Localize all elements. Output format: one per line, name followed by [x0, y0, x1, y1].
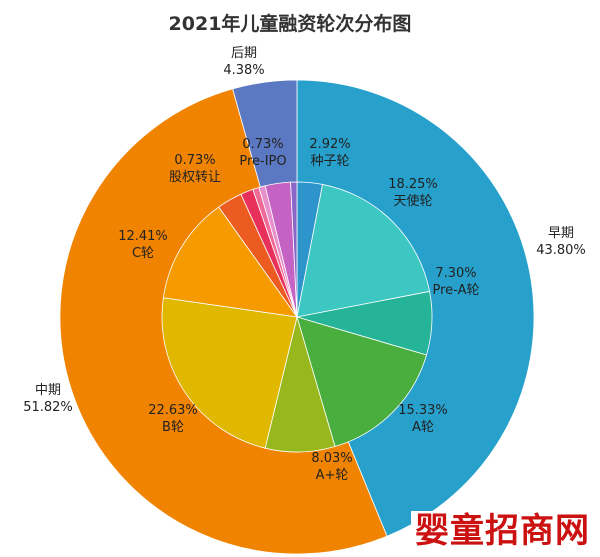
inner-slice-12 — [290, 181, 298, 318]
inner-label-5: 22.63% B轮 — [148, 403, 198, 435]
chart-title: 2021年儿童融资轮次分布图 — [169, 12, 412, 35]
outer-label-1: 中期 51.82% — [23, 383, 73, 415]
inner-label-4: 8.03% A+轮 — [311, 451, 352, 483]
inner-label-0: 2.92%种子轮 — [309, 137, 350, 169]
watermark-logo: 婴童招商网 — [411, 511, 594, 551]
outer-label-2: 后期 4.38% — [223, 46, 264, 78]
data-labels: 2.92%种子轮 18.25%天使轮 7.30% Pre-A轮 15.33% A轮 8.03… — [23, 46, 586, 483]
inner-slice-5 — [161, 297, 298, 449]
inner-label-12: 0.73% Pre-IPO — [239, 137, 286, 169]
inner-label-6: 12.41% C轮 — [118, 229, 168, 261]
inner-label-3: 15.33% A轮 — [398, 403, 448, 435]
inner-label-1: 18.25%天使轮 — [388, 177, 438, 209]
inner-slice-1 — [296, 183, 431, 318]
inner-label-9: 0.73%股权转让 — [169, 153, 221, 185]
inner-slice-3 — [296, 316, 428, 448]
inner-label-2: 7.30% Pre-A轮 — [433, 266, 480, 298]
inner-slice-6 — [162, 206, 298, 318]
inner-ring — [161, 181, 433, 453]
outer-label-0: 早期 43.80% — [536, 226, 586, 258]
